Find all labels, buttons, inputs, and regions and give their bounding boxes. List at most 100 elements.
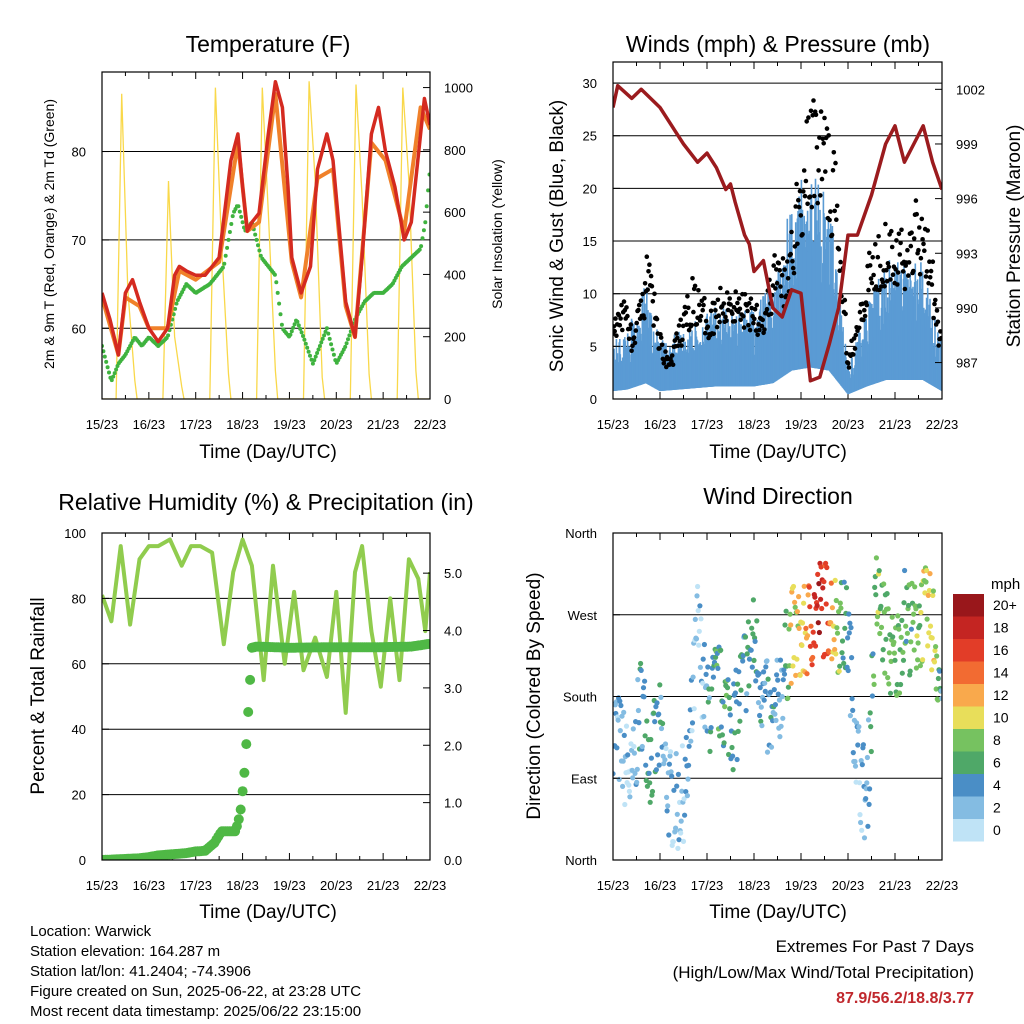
dewpoint-point [347, 333, 352, 338]
direction-point [635, 707, 642, 714]
gust-point [642, 281, 648, 286]
dewpoint-point [324, 326, 329, 331]
gust-point [861, 317, 866, 323]
direction-point [696, 628, 702, 634]
direction-point [777, 657, 784, 663]
direction-point [627, 794, 633, 800]
direction-point [703, 671, 709, 678]
direction-point [729, 744, 735, 751]
direction-point [788, 622, 794, 628]
dewpoint-point [114, 367, 119, 372]
legend-label: 20+ [993, 597, 1017, 613]
gust-point [741, 325, 747, 330]
gust-point [906, 260, 912, 265]
gust-point [790, 258, 795, 264]
gust-point [852, 346, 858, 351]
direction-point [807, 604, 813, 610]
gust-point [914, 211, 919, 217]
y-tick-label: 40 [72, 722, 86, 737]
dewpoint-point [299, 330, 304, 335]
y2-tick-label: 600 [444, 205, 466, 220]
gust-point [675, 343, 681, 349]
direction-point [626, 782, 632, 788]
direction-point [902, 567, 908, 574]
direction-point [657, 682, 663, 688]
direction-point [878, 624, 885, 631]
y2-tick-label: 999 [956, 137, 978, 152]
direction-point [647, 799, 653, 805]
dewpoint-point [327, 336, 332, 341]
gust-point [829, 232, 835, 238]
direction-point [641, 694, 647, 700]
direction-point [805, 633, 811, 639]
direction-point [816, 581, 822, 587]
direction-point [656, 711, 662, 717]
gust-point [686, 305, 691, 311]
direction-point [938, 688, 942, 694]
gust-point [890, 272, 896, 278]
gust-point [670, 362, 676, 368]
direction-point [638, 667, 644, 674]
dewpoint-point [239, 214, 244, 219]
gust-point [631, 335, 637, 340]
direction-point [833, 597, 839, 604]
gust-point [884, 278, 890, 284]
winds-title: Winds (mph) & Pressure (mb) [626, 31, 930, 57]
direction-point [715, 665, 721, 672]
direction-point [916, 603, 922, 609]
gust-point [824, 126, 830, 131]
gust-point [728, 302, 733, 307]
gust-point [753, 328, 759, 333]
gust-point [895, 270, 901, 275]
x-tick-label: 19/23 [273, 878, 306, 893]
direction-point [871, 681, 877, 688]
direction-point [780, 677, 786, 683]
direction-point [642, 733, 648, 739]
direction-point [856, 780, 863, 786]
gust-point [735, 300, 740, 306]
direction-point [829, 656, 835, 662]
direction-point [764, 749, 771, 755]
direction-point [701, 713, 707, 720]
direction-point [810, 629, 816, 635]
direction-y-axis-label: Direction (Colored By Speed) [524, 572, 545, 819]
gust-point [778, 284, 783, 289]
direction-point [779, 694, 785, 700]
direction-point [651, 710, 657, 716]
precip-point [423, 639, 430, 649]
gust-point [714, 324, 720, 330]
direction-point [797, 672, 803, 678]
direction-point [887, 690, 894, 696]
gust-point [720, 311, 726, 316]
y-tick-label: 10 [583, 287, 597, 302]
direction-point [759, 723, 765, 729]
direction-point [744, 691, 750, 697]
gust-point [697, 302, 702, 308]
direction-point [634, 779, 640, 785]
gust-point [782, 267, 787, 272]
direction-point [708, 725, 714, 731]
legend-swatch [953, 751, 984, 774]
direction-point [854, 720, 860, 726]
direction-point [693, 636, 700, 642]
x-tick-label: 17/23 [179, 417, 212, 432]
y2-tick-label: 993 [956, 246, 978, 261]
gust-point [669, 353, 675, 358]
gust-point [827, 217, 832, 223]
direction-point [810, 654, 816, 661]
gust-point [853, 332, 859, 338]
direction-point [706, 695, 713, 701]
direction-point [762, 688, 768, 695]
direction-point [898, 681, 904, 688]
gust-point [771, 263, 776, 268]
x-tick-label: 15/23 [86, 878, 119, 893]
gust-point [902, 286, 908, 292]
direction-point [852, 763, 859, 769]
direction-point [639, 743, 645, 750]
direction-point [884, 591, 890, 597]
station-latlon: Station lat/lon: 41.2404; -74.3906 [30, 963, 252, 980]
gust-point [774, 280, 780, 286]
direction-point [845, 667, 851, 674]
gust-point [649, 283, 655, 289]
direction-point [917, 663, 924, 669]
